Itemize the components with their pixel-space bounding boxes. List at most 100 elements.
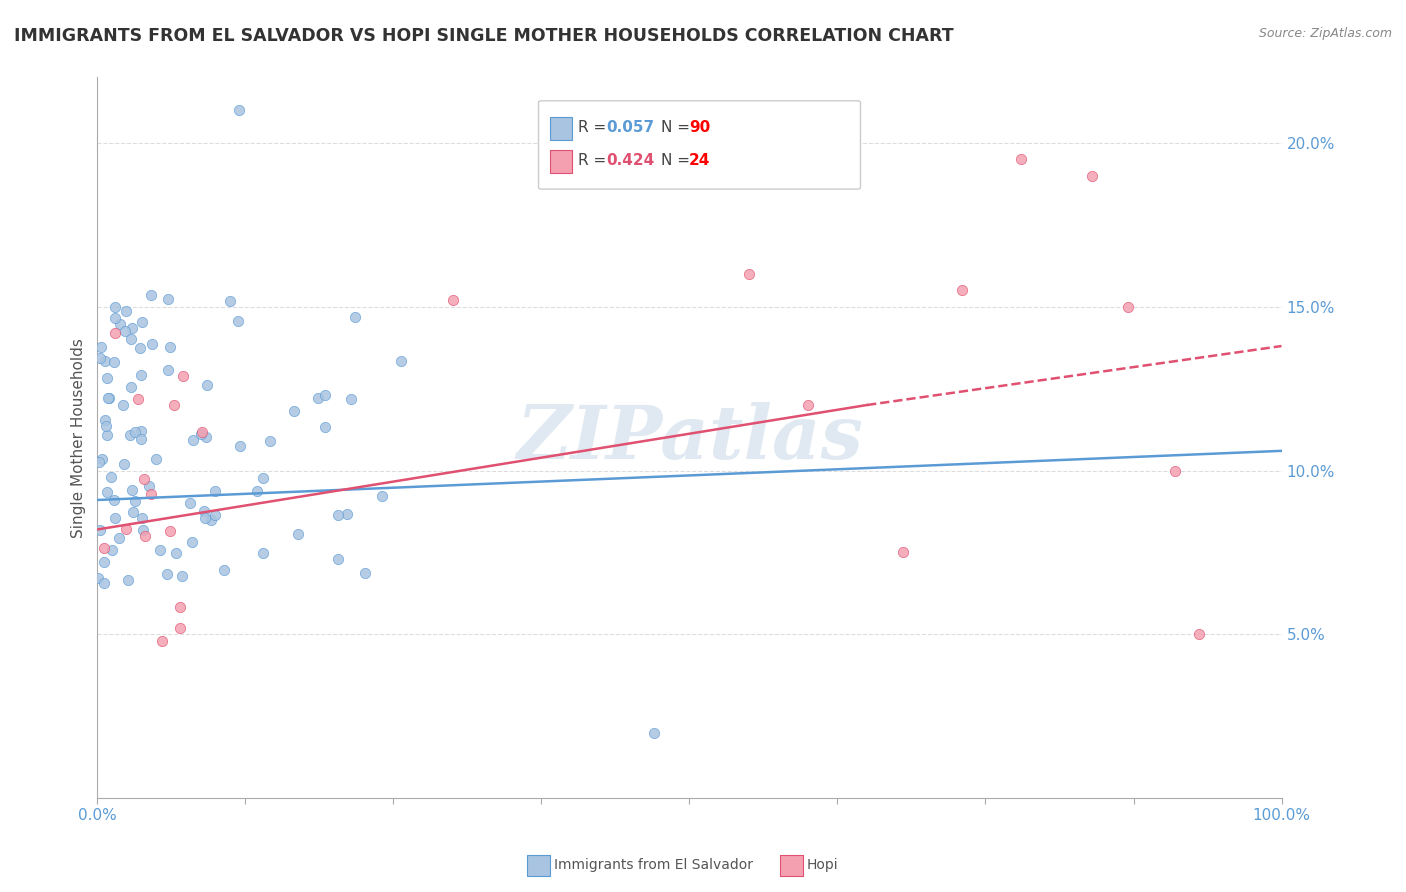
Point (228, 103, 250, 118)
Point (307, 392, 329, 406)
Point (138, 478, 160, 492)
Point (170, 569, 193, 583)
Point (96, 371, 118, 385)
Point (165, 546, 187, 560)
Point (145, 452, 167, 467)
Point (128, 341, 150, 355)
Point (389, 353, 412, 368)
Point (152, 633, 174, 648)
Point (314, 388, 336, 402)
Point (149, 542, 172, 557)
Point (103, 492, 125, 507)
Point (87, 455, 110, 469)
Point (131, 510, 153, 524)
Text: R =: R = (578, 120, 612, 135)
Point (163, 398, 186, 412)
Point (141, 337, 163, 351)
Point (114, 325, 136, 339)
Point (737, 267, 759, 281)
Text: 0.057: 0.057 (606, 120, 654, 135)
Point (441, 293, 464, 308)
Point (111, 399, 134, 413)
Text: Hopi: Hopi (807, 858, 838, 872)
Text: 24: 24 (689, 153, 710, 168)
Point (1116, 300, 1139, 314)
Point (1081, 169, 1104, 183)
Point (103, 310, 125, 325)
Point (169, 621, 191, 635)
Point (117, 574, 139, 588)
Point (139, 287, 162, 301)
Point (91, 452, 114, 467)
Point (190, 427, 212, 442)
Point (204, 483, 226, 498)
Point (326, 508, 349, 522)
Point (96, 428, 118, 442)
Point (121, 321, 143, 335)
Point (112, 457, 135, 471)
Point (159, 340, 181, 354)
Point (139, 487, 162, 501)
Point (157, 363, 180, 377)
Point (129, 368, 152, 382)
Point (1164, 463, 1187, 477)
Point (1188, 627, 1211, 641)
Point (1010, 153, 1032, 167)
Text: N =: N = (661, 153, 695, 168)
Point (229, 439, 252, 453)
Point (339, 392, 361, 406)
Point (287, 526, 309, 541)
Point (195, 378, 218, 392)
Point (214, 563, 236, 577)
Point (89, 351, 111, 365)
Point (115, 304, 138, 318)
Point (94, 354, 117, 368)
Point (115, 522, 138, 536)
Point (353, 566, 375, 581)
Point (118, 427, 141, 442)
Point (204, 508, 226, 522)
Point (121, 505, 143, 519)
Text: ZIPatlas: ZIPatlas (516, 401, 863, 474)
Text: 0.424: 0.424 (606, 153, 654, 168)
Point (194, 430, 217, 444)
Point (891, 545, 914, 559)
Point (96, 485, 118, 500)
Point (326, 551, 349, 566)
Point (108, 317, 131, 331)
Point (252, 471, 274, 485)
Point (172, 369, 194, 384)
Point (87, 571, 110, 585)
Point (643, 725, 665, 739)
Point (181, 535, 204, 549)
Point (100, 542, 122, 557)
Point (283, 404, 305, 418)
Point (108, 531, 131, 545)
Point (93, 556, 115, 570)
Point (131, 315, 153, 329)
Point (200, 513, 222, 527)
Text: Immigrants from El Salvador: Immigrants from El Salvador (554, 858, 754, 872)
Point (132, 523, 155, 537)
Point (104, 300, 127, 314)
Text: IMMIGRANTS FROM EL SALVADOR VS HOPI SINGLE MOTHER HOUSEHOLDS CORRELATION CHART: IMMIGRANTS FROM EL SALVADOR VS HOPI SING… (14, 27, 953, 45)
Point (252, 546, 274, 560)
Point (94, 413, 117, 427)
Point (169, 600, 191, 615)
Point (246, 484, 269, 499)
Point (159, 524, 181, 538)
Point (190, 425, 212, 439)
Point (93, 576, 115, 591)
Point (226, 314, 249, 328)
Point (104, 326, 127, 340)
Point (129, 424, 152, 438)
Point (194, 511, 217, 525)
Point (124, 494, 146, 508)
Point (179, 496, 201, 510)
Point (156, 567, 179, 582)
Text: N =: N = (661, 120, 695, 135)
Point (193, 504, 215, 518)
Text: R =: R = (578, 153, 612, 168)
Point (343, 310, 366, 325)
Point (219, 294, 242, 309)
